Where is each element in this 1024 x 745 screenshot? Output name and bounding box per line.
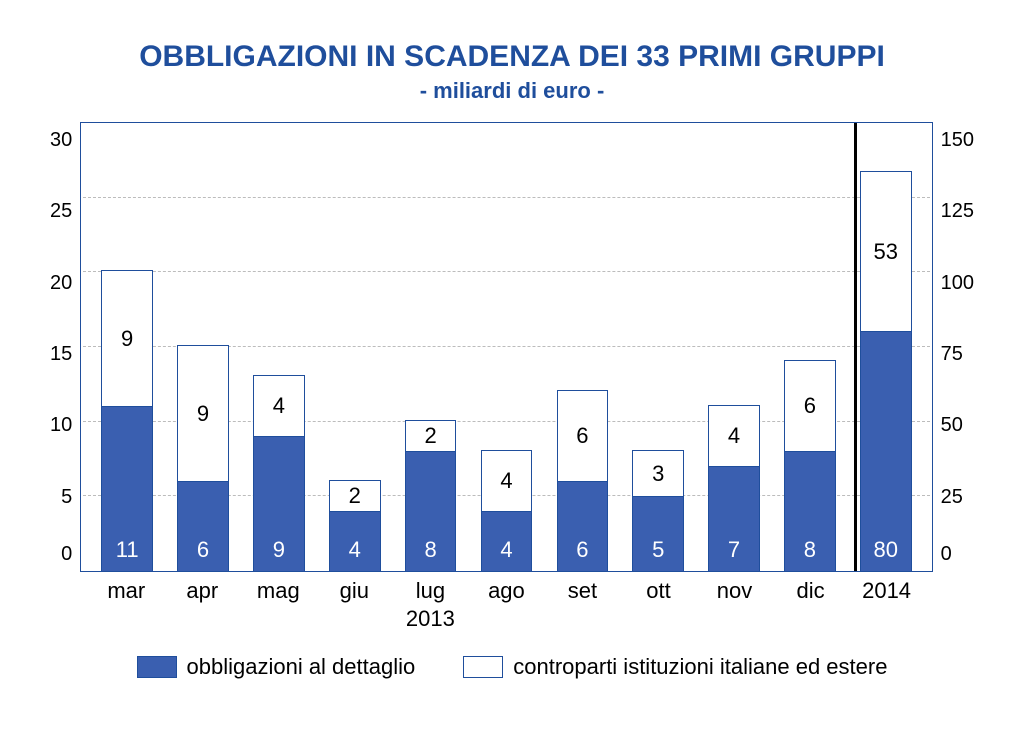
- bar: 911: [101, 270, 153, 571]
- chart-subtitle: - miliardi di euro -: [50, 78, 974, 104]
- y-tick-right: 0: [941, 544, 952, 564]
- x-tick-label: giu: [316, 578, 392, 604]
- bar-slot: 68: [772, 123, 848, 571]
- bar-segment-dettaglio: 11: [102, 406, 152, 571]
- legend-swatch-filled: [137, 656, 177, 678]
- bar-slot: 49: [241, 123, 317, 571]
- legend-item-controparti: controparti istituzioni italiane ed este…: [463, 654, 887, 680]
- bar: 35: [632, 450, 684, 571]
- bar-segment-controparti: 2: [406, 421, 456, 451]
- bar-segment-controparti: 6: [558, 391, 608, 481]
- bar-slot: 66: [544, 123, 620, 571]
- bar-segment-dettaglio: 4: [330, 511, 380, 571]
- plot-area: 9119649242844663547685380: [80, 122, 932, 572]
- bar-segment-controparti: 4: [709, 406, 759, 466]
- bar-segment-dettaglio: 9: [254, 436, 304, 571]
- x-tick-label: ago: [468, 578, 544, 604]
- x-tick-label: set: [544, 578, 620, 604]
- bar-slot: 47: [696, 123, 772, 571]
- bar-slot: 44: [469, 123, 545, 571]
- y-tick-left: 5: [61, 487, 72, 507]
- y-axis-right: 150 125 100 75 50 25 0: [933, 122, 974, 572]
- bar-slot: 911: [89, 123, 165, 571]
- bar-segment-dettaglio: 6: [558, 481, 608, 571]
- bar-slot: 35: [620, 123, 696, 571]
- bar-slot: 96: [165, 123, 241, 571]
- bar-segment-dettaglio: 6: [178, 481, 228, 571]
- bar: 49: [253, 375, 305, 571]
- legend-swatch-empty: [463, 656, 503, 678]
- bar-segment-controparti: 2: [330, 481, 380, 511]
- x-tick-label: mag: [240, 578, 316, 604]
- chart-title: OBBLIGAZIONI IN SCADENZA DEI 33 PRIMI GR…: [50, 40, 974, 74]
- legend-label-controparti: controparti istituzioni italiane ed este…: [513, 654, 887, 680]
- y-tick-right: 150: [941, 130, 974, 150]
- x-tick-label: apr: [164, 578, 240, 604]
- y-tick-right: 125: [941, 201, 974, 221]
- y-tick-left: 15: [50, 344, 72, 364]
- bar-segment-dettaglio: 80: [861, 331, 911, 571]
- bar: 5380: [860, 171, 912, 571]
- bar-segment-dettaglio: 5: [633, 496, 683, 571]
- x-tick-label: nov: [697, 578, 773, 604]
- bar: 24: [329, 480, 381, 571]
- y-tick-left: 25: [50, 201, 72, 221]
- y-tick-right: 50: [941, 415, 963, 435]
- bar: 68: [784, 360, 836, 571]
- x-tick-label: lug2013: [392, 578, 468, 604]
- axis-divider: [854, 123, 857, 571]
- bar-segment-controparti: 9: [178, 346, 228, 481]
- y-tick-right: 75: [941, 344, 963, 364]
- legend-label-dettaglio: obbligazioni al dettaglio: [187, 654, 416, 680]
- x-tick-label: dic: [773, 578, 849, 604]
- bar-segment-controparti: 6: [785, 361, 835, 451]
- y-tick-left: 20: [50, 273, 72, 293]
- bar-segment-controparti: 4: [482, 451, 532, 511]
- bar-segment-dettaglio: 8: [406, 451, 456, 571]
- legend: obbligazioni al dettaglio controparti is…: [50, 654, 974, 680]
- x-axis-sublabel: 2013: [392, 606, 468, 632]
- y-axis-left: 30 25 20 15 10 5 0: [50, 122, 80, 572]
- bar-segment-controparti: 53: [861, 172, 911, 331]
- bar-segment-dettaglio: 7: [709, 466, 759, 571]
- chart-container: 302520151050 9119649242844663547685380 m…: [50, 122, 974, 604]
- legend-item-dettaglio: obbligazioni al dettaglio: [137, 654, 416, 680]
- bar: 66: [557, 390, 609, 571]
- bar-segment-controparti: 9: [102, 271, 152, 406]
- plot-wrapper: 9119649242844663547685380 maraprmaggiulu…: [80, 122, 932, 604]
- bar: 47: [708, 405, 760, 571]
- x-tick-label: 2014: [849, 578, 925, 604]
- bar-segment-dettaglio: 4: [482, 511, 532, 571]
- bar-slot: 5380: [848, 123, 924, 571]
- y-tick-left: 0: [61, 544, 72, 564]
- bar-segment-dettaglio: 8: [785, 451, 835, 571]
- bar-slot: 24: [317, 123, 393, 571]
- y-tick-right: 25: [941, 487, 963, 507]
- y-tick-right: 100: [941, 273, 974, 293]
- bar: 96: [177, 345, 229, 571]
- bar-slot: 28: [393, 123, 469, 571]
- x-tick-label: ott: [620, 578, 696, 604]
- bar-segment-controparti: 3: [633, 451, 683, 496]
- x-tick-label: mar: [88, 578, 164, 604]
- y-tick-left: 10: [50, 415, 72, 435]
- bar: 44: [481, 450, 533, 571]
- y-tick-left: 30: [50, 130, 72, 150]
- bar-segment-controparti: 4: [254, 376, 304, 436]
- x-axis-labels: maraprmaggiulug2013agosetottnovdic2014: [80, 572, 932, 604]
- bar: 28: [405, 420, 457, 571]
